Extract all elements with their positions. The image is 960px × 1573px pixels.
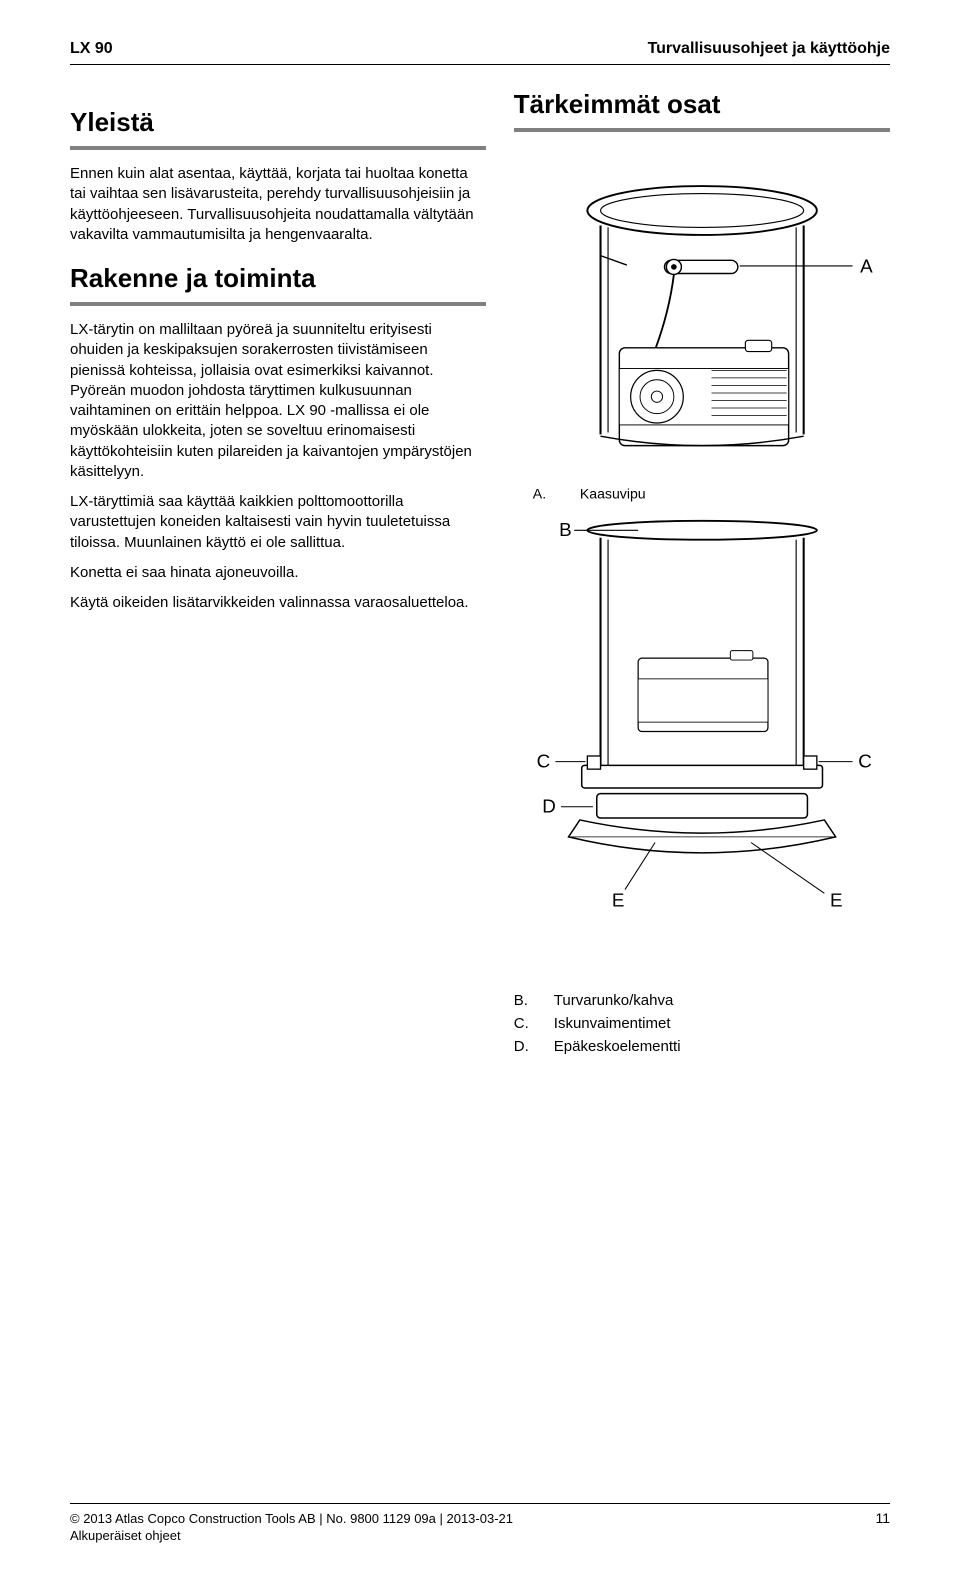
diagram-label-b: B [559, 519, 572, 540]
footer-left: © 2013 Atlas Copco Construction Tools AB… [70, 1510, 513, 1545]
heading-underline [70, 302, 486, 306]
rakenne-paragraph-1: LX-tärytin on malliltaan pyöreä ja suunn… [70, 320, 486, 482]
diagram-label-c-right: C [858, 750, 872, 771]
yleista-paragraph: Ennen kuin alat asentaa, käyttää, korjat… [70, 164, 486, 245]
heading-tarkeimmat: Tärkeimmät osat [514, 89, 890, 120]
page-footer: © 2013 Atlas Copco Construction Tools AB… [70, 1503, 890, 1545]
footer-line1: © 2013 Atlas Copco Construction Tools AB… [70, 1510, 513, 1528]
rakenne-paragraph-3: Konetta ei saa hinata ajoneuvoilla. [70, 563, 486, 583]
legend-c-text: Iskunvaimentimet [554, 1015, 671, 1032]
legend-c-letter: C. [514, 1015, 534, 1032]
page: LX 90 Turvallisuusohjeet ja käyttöohje Y… [0, 0, 960, 1573]
legend-row-d: D. Epäkeskoelementti [514, 1038, 890, 1055]
legend-a-text: Kaasuvipu [580, 485, 646, 501]
heading-rakenne: Rakenne ja toiminta [70, 263, 486, 294]
page-header: LX 90 Turvallisuusohjeet ja käyttöohje [70, 40, 890, 65]
header-model: LX 90 [70, 40, 113, 58]
main-columns: Yleistä Ennen kuin alat asentaa, käyttää… [70, 89, 890, 1061]
left-column: Yleistä Ennen kuin alat asentaa, käyttää… [70, 89, 486, 1061]
legend-row-b: B. Turvarunko/kahva [514, 992, 890, 1009]
heading-underline [514, 128, 890, 132]
footer-line2: Alkuperäiset ohjeet [70, 1527, 513, 1545]
footer-page-number: 11 [875, 1510, 890, 1545]
parts-diagram: A [514, 146, 890, 986]
diagram-label-a: A [860, 256, 873, 277]
diagram-label-e-left: E [612, 889, 625, 910]
legend-row-c: C. Iskunvaimentimet [514, 1015, 890, 1032]
diagram-label-d: D [542, 795, 556, 816]
diagram-svg: A [514, 146, 890, 986]
right-column: Tärkeimmät osat [514, 89, 890, 1061]
heading-yleista: Yleistä [70, 107, 486, 138]
legend-d-letter: D. [514, 1038, 534, 1055]
legend-b-letter: B. [514, 992, 534, 1009]
rakenne-paragraph-2: LX-täryttimiä saa käyttää kaikkien poltt… [70, 492, 486, 553]
legend-a-letter: A. [533, 485, 546, 501]
header-doc-title: Turvallisuusohjeet ja käyttöohje [648, 40, 890, 58]
rakenne-paragraph-4: Käytä oikeiden lisätarvikkeiden valinnas… [70, 593, 486, 613]
legend-b-text: Turvarunko/kahva [554, 992, 674, 1009]
diagram-label-e-right: E [830, 889, 843, 910]
diagram-label-c-left: C [536, 750, 550, 771]
legend-block: B. Turvarunko/kahva C. Iskunvaimentimet … [514, 992, 890, 1055]
legend-d-text: Epäkeskoelementti [554, 1038, 681, 1055]
heading-underline [70, 146, 486, 150]
